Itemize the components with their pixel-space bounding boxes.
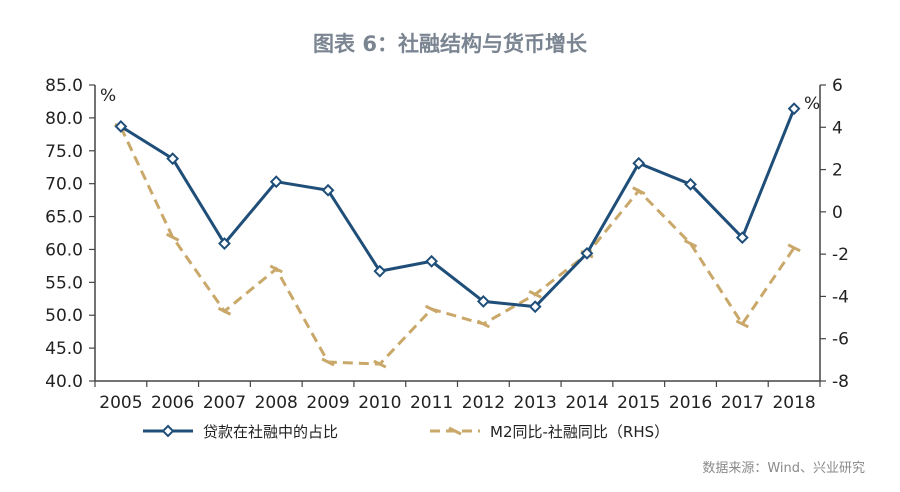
series-loan-share-point xyxy=(218,237,231,250)
series-loan-share-point xyxy=(632,156,646,170)
y-right-tick-label: -6 xyxy=(832,330,849,350)
series-loan-share-point xyxy=(735,231,749,245)
series-loan-share-point xyxy=(166,152,180,166)
series-m2-minus-tsf-point xyxy=(528,289,542,299)
y-left-tick-label: 40.0 xyxy=(45,372,83,392)
series-m2-minus-tsf-point xyxy=(683,239,698,248)
y-left-tick-label: 85.0 xyxy=(45,76,83,96)
y-left-unit-label: % xyxy=(100,86,116,106)
y-left-tick-label: 50.0 xyxy=(45,306,83,326)
y-left-tick-label: 60.0 xyxy=(45,240,83,260)
y-left-tick-label: 45.0 xyxy=(45,339,83,359)
y-right-tick-label: -4 xyxy=(832,287,849,307)
series-m2-minus-tsf-point xyxy=(476,319,491,329)
series-m2-minus-tsf-point xyxy=(787,243,801,253)
series-loan-share-line xyxy=(120,108,796,309)
series-m2-minus-tsf-line xyxy=(119,126,796,366)
series-loan-share-point xyxy=(528,300,542,314)
y-right-unit-label: % xyxy=(804,94,820,114)
source-note: 数据来源：Wind、兴业研究 xyxy=(702,461,865,476)
legend-label-m2-minus-tsf: M2同比-社融同比（RHS） xyxy=(490,423,669,441)
series-loan-share-point xyxy=(269,175,283,189)
x-tick-label: 2010 xyxy=(358,393,401,413)
series-layer xyxy=(114,102,801,369)
series-loan-share-point xyxy=(321,183,335,197)
y-left-tick-label: 80.0 xyxy=(45,109,83,129)
x-tick-label: 2015 xyxy=(617,393,660,413)
series-loan-share-point xyxy=(476,294,490,308)
series-loan-share-point xyxy=(787,102,801,116)
x-tick-label: 2005 xyxy=(99,393,142,413)
x-tick-label: 2011 xyxy=(410,393,453,413)
legend-marker-loan-share xyxy=(161,424,175,438)
series-m2-minus-tsf-point xyxy=(632,186,646,196)
y-right-tick-label: 4 xyxy=(832,118,843,138)
chart-title: 图表 6：社融结构与货币增长 xyxy=(313,32,588,56)
x-tick-label: 2017 xyxy=(721,393,764,413)
x-tick-label: 2018 xyxy=(772,393,815,413)
series-m2-minus-tsf-point xyxy=(373,359,387,369)
y-left-tick-label: 75.0 xyxy=(45,142,83,162)
legend-marker-m2-minus-tsf xyxy=(448,426,462,436)
series-m2-minus-tsf-point xyxy=(424,304,439,314)
legend: 贷款在社融中的占比 M2同比-社融同比（RHS） xyxy=(143,423,669,441)
y-right-tick-label: 6 xyxy=(832,76,843,96)
series-m2-minus-tsf-point xyxy=(321,357,335,367)
series-loan-share-point xyxy=(684,177,697,191)
series-loan-share-point xyxy=(425,254,439,268)
y-right-tick-label: -8 xyxy=(832,372,849,392)
y-left-tick-label: 70.0 xyxy=(45,175,83,195)
axes: 40.0 45.0 50.0 55.0 60.0 65.0 70.0 75.0 80.0 85.0… xyxy=(45,76,849,413)
series-loan-share-point xyxy=(580,246,594,260)
y-right-tick-label: -2 xyxy=(832,245,849,265)
legend-label-loan-share: 贷款在社融中的占比 xyxy=(203,423,338,441)
y-right-tick-label: 2 xyxy=(832,161,843,181)
x-tick-label: 2007 xyxy=(203,393,246,413)
y-left-tick-label: 55.0 xyxy=(45,273,83,293)
x-tick-label: 2012 xyxy=(462,393,505,413)
x-tick-label: 2008 xyxy=(255,393,298,413)
x-tick-label: 2013 xyxy=(514,393,557,413)
x-tick-label: 2006 xyxy=(151,393,194,413)
y-left-tick-label: 65.0 xyxy=(45,208,83,228)
series-m2-minus-tsf-point xyxy=(735,319,749,329)
series-loan-share-point xyxy=(114,120,128,133)
series-m2-minus-tsf-point xyxy=(166,232,180,242)
x-tick-label: 2014 xyxy=(565,393,608,413)
series-m2-minus-tsf-point xyxy=(269,264,283,274)
x-tick-label: 2009 xyxy=(306,393,349,413)
y-right-tick-label: 0 xyxy=(832,203,843,223)
x-tick-label: 2016 xyxy=(669,393,712,413)
series-loan-share-point xyxy=(373,264,387,278)
series-m2-minus-tsf-point xyxy=(217,306,232,316)
